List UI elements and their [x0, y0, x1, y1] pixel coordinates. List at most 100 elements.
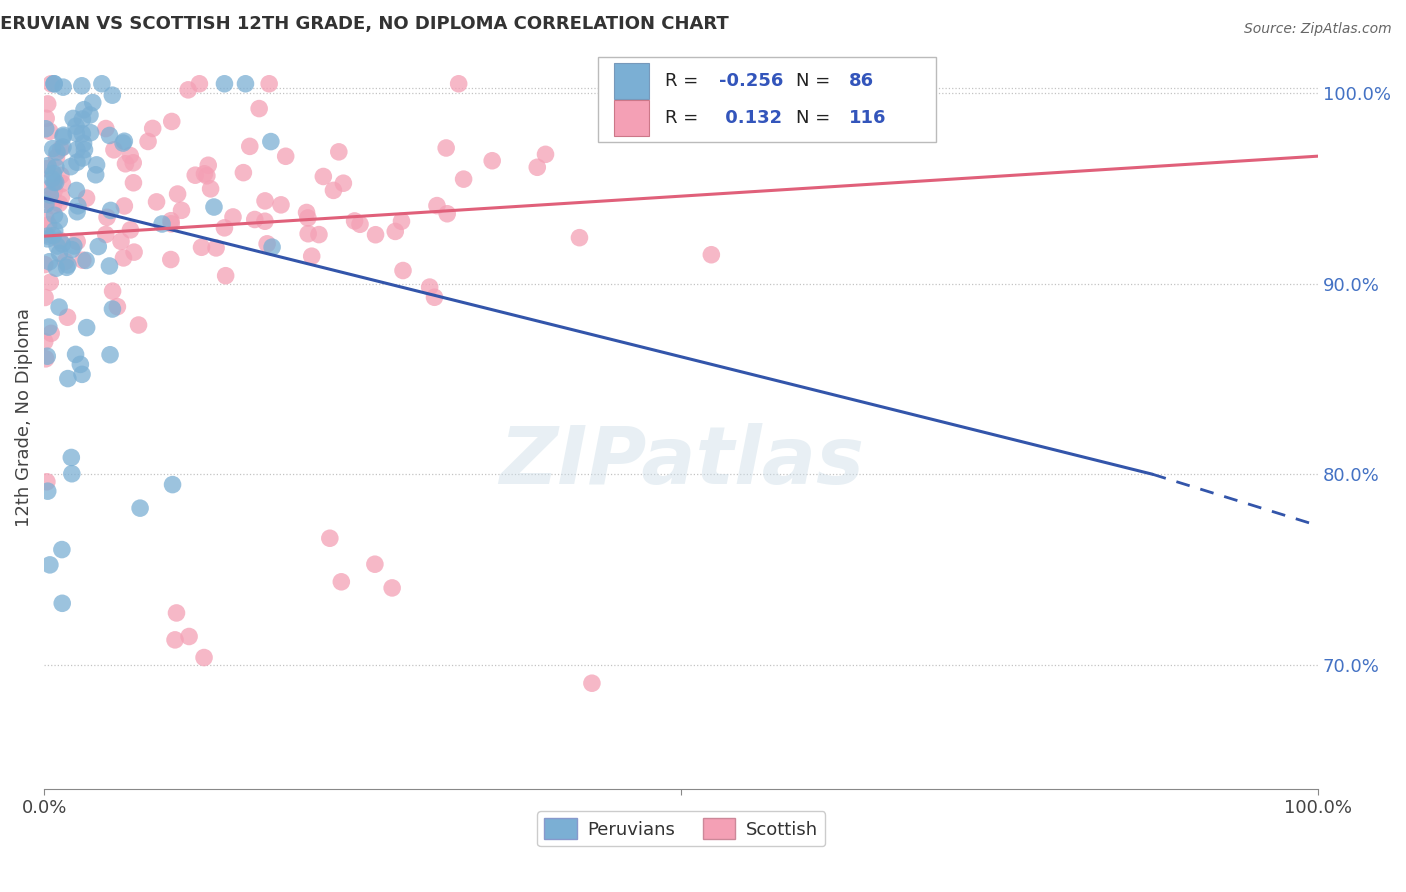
- Point: [46, 145, 69, 159]
- Point: [52, 128, 75, 143]
- Point: [202, 200, 225, 214]
- Point: [453, 172, 475, 186]
- Point: [364, 558, 387, 572]
- Point: [581, 676, 603, 690]
- Text: Source: ZipAtlas.com: Source: ZipAtlas.com: [1244, 22, 1392, 37]
- Point: [41, 172, 63, 186]
- Point: [38, 218, 60, 232]
- Point: [56, 371, 79, 385]
- Point: [98, 348, 121, 362]
- Point: [419, 280, 441, 294]
- Point: [48, 246, 70, 260]
- Point: [37, 232, 59, 246]
- Text: -0.256: -0.256: [720, 72, 783, 90]
- Point: [35, 112, 58, 126]
- Point: [65, 347, 87, 361]
- Point: [122, 176, 145, 190]
- Point: [257, 77, 280, 91]
- Point: [423, 290, 446, 304]
- Point: [98, 259, 121, 273]
- Point: [177, 83, 200, 97]
- Text: R =: R =: [665, 109, 703, 127]
- Point: [87, 239, 110, 253]
- Point: [384, 224, 406, 238]
- Point: [312, 169, 335, 184]
- Point: [101, 284, 124, 298]
- Point: [136, 135, 159, 149]
- Point: [381, 581, 404, 595]
- Point: [262, 240, 284, 254]
- Point: [65, 184, 87, 198]
- Point: [112, 199, 135, 213]
- Point: [42, 228, 65, 243]
- Point: [60, 450, 83, 465]
- Point: [51, 596, 73, 610]
- Point: [160, 213, 183, 227]
- Point: [110, 235, 132, 249]
- Point: [142, 121, 165, 136]
- Point: [177, 630, 200, 644]
- Point: [65, 119, 87, 133]
- Point: [44, 208, 66, 222]
- Point: [391, 214, 413, 228]
- Point: [52, 129, 75, 144]
- Point: [426, 198, 449, 212]
- Text: R =: R =: [665, 72, 703, 90]
- Point: [73, 143, 96, 157]
- Point: [100, 203, 122, 218]
- Point: [481, 153, 503, 168]
- Point: [349, 217, 371, 231]
- Point: [35, 351, 58, 366]
- Point: [65, 126, 87, 140]
- Point: [72, 127, 94, 141]
- Y-axis label: 12th Grade, No Diploma: 12th Grade, No Diploma: [15, 308, 32, 526]
- Point: [72, 253, 94, 268]
- Point: [76, 191, 98, 205]
- Point: [37, 349, 59, 363]
- Point: [34, 258, 56, 272]
- Point: [39, 275, 62, 289]
- Point: [35, 121, 58, 136]
- Point: [129, 501, 152, 516]
- Point: [319, 531, 342, 545]
- Point: [160, 217, 183, 231]
- Text: N =: N =: [796, 72, 835, 90]
- Point: [52, 80, 75, 95]
- Point: [90, 77, 112, 91]
- Point: [44, 223, 66, 237]
- Point: [86, 158, 108, 172]
- Point: [37, 229, 59, 244]
- Point: [328, 145, 350, 159]
- Point: [59, 160, 82, 174]
- Text: PERUVIAN VS SCOTTISH 12TH GRADE, NO DIPLOMA CORRELATION CHART: PERUVIAN VS SCOTTISH 12TH GRADE, NO DIPL…: [0, 15, 728, 33]
- Point: [436, 207, 458, 221]
- Point: [51, 542, 73, 557]
- Point: [184, 168, 207, 182]
- Point: [56, 310, 79, 325]
- Legend: Peruvians, Scottish: Peruvians, Scottish: [537, 811, 825, 847]
- Bar: [613, 100, 650, 136]
- Point: [34, 211, 56, 225]
- Point: [112, 134, 135, 148]
- Point: [256, 236, 278, 251]
- Bar: [613, 63, 650, 99]
- Point: [49, 169, 72, 183]
- Point: [166, 606, 188, 620]
- Point: [39, 326, 62, 341]
- Point: [243, 212, 266, 227]
- Text: ZIPatlas: ZIPatlas: [499, 423, 863, 500]
- Point: [46, 239, 69, 253]
- Point: [49, 233, 72, 247]
- Point: [82, 95, 104, 110]
- Point: [66, 143, 89, 157]
- Point: [434, 141, 457, 155]
- Point: [53, 254, 76, 268]
- Point: [534, 147, 557, 161]
- Point: [170, 203, 193, 218]
- Point: [205, 241, 228, 255]
- Point: [648, 123, 671, 137]
- Point: [114, 157, 136, 171]
- Point: [39, 180, 62, 194]
- Point: [38, 124, 60, 138]
- Point: [45, 160, 67, 174]
